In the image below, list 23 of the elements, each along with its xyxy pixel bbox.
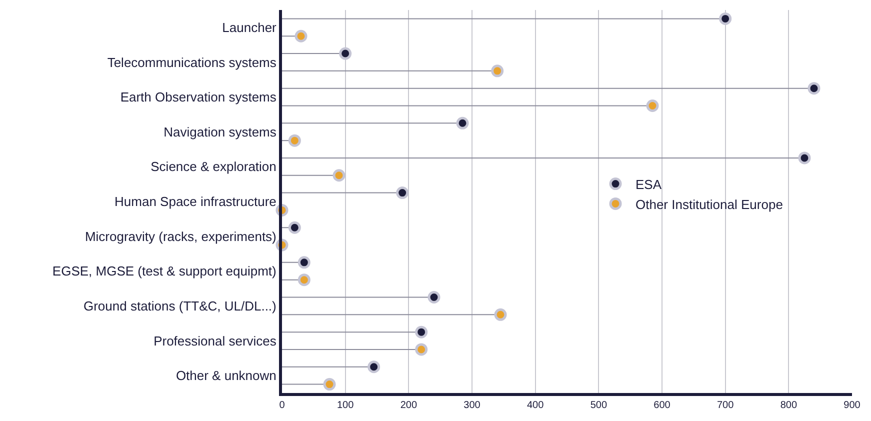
x-tick-label: 200 — [400, 400, 418, 411]
x-tick-label: 100 — [336, 400, 354, 411]
x-tick-label: 700 — [716, 400, 734, 411]
y-tick-label: Telecommunications systems — [107, 54, 277, 70]
y-tick-label: Earth Observation systems — [120, 90, 277, 105]
y-tick-label: Human Space infrastructure — [114, 194, 276, 210]
x-tick-label: 0 — [279, 400, 286, 411]
x-tick-label: 800 — [780, 400, 798, 411]
y-tick-label: Science & exploration — [150, 159, 276, 174]
legend-label: ESA — [636, 176, 662, 192]
y-tick-label: Navigation systems — [164, 124, 277, 140]
y-tick-label: Professional services — [154, 333, 277, 348]
x-tick-label: 300 — [464, 400, 481, 411]
legend-label: Other Institutional Europe — [636, 196, 783, 212]
y-tick-label: Other & unknown — [176, 368, 276, 384]
y-tick-label: Launcher — [222, 20, 278, 35]
x-tick-label: 500 — [590, 400, 608, 411]
x-tick-label: 600 — [654, 400, 671, 411]
y-tick-label: Microgravity (racks, experiments) — [84, 228, 276, 244]
x-tick-label: 900 — [844, 400, 861, 411]
y-tick-label: Ground stations (TT&C, UL/DL...) — [83, 298, 276, 314]
x-tick-label: 400 — [526, 400, 544, 411]
y-tick-label: EGSE, MGSE (test & support equipmt) — [52, 264, 276, 279]
